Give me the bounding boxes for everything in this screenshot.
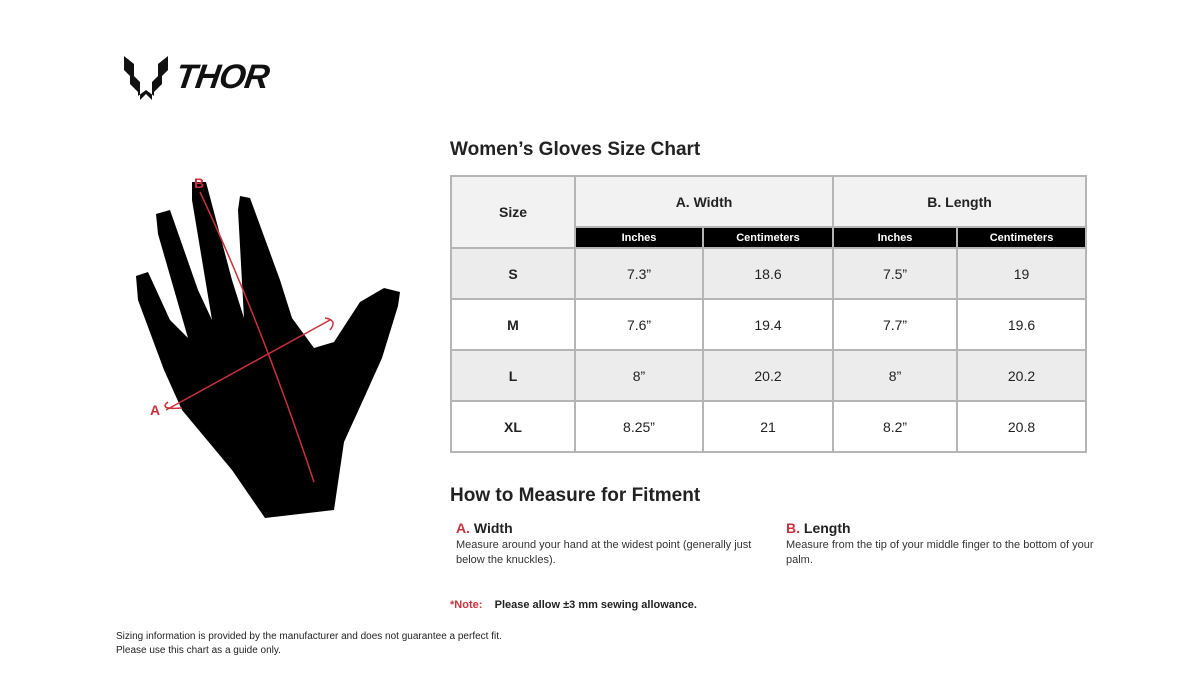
value-cell: 8.25” (574, 400, 704, 453)
width-header: A. Width (573, 175, 835, 228)
table-row: S 7.3” 18.6 7.5” 19 (450, 247, 1088, 300)
length-instructions: B. Length Measure from the tip of your m… (786, 521, 1096, 568)
value-cell: 8.2” (832, 400, 959, 453)
value-cell: 8” (574, 349, 704, 402)
value-cell: 7.5” (832, 247, 959, 300)
size-cell: S (450, 247, 576, 300)
label-b: B (194, 175, 204, 191)
length-letter: B. (786, 520, 800, 536)
table-row: M 7.6” 19.4 7.7” 19.6 (450, 298, 1088, 351)
note-label: *Note: (450, 599, 483, 611)
disclaimer-line: Sizing information is provided by the ma… (116, 631, 502, 642)
value-cell: 7.7” (832, 298, 959, 351)
value-cell: 19.4 (701, 298, 835, 351)
length-text: Measure from the tip of your middle fing… (786, 539, 1094, 566)
size-header: Size (450, 175, 576, 249)
howto-title: How to Measure for Fitment (450, 485, 701, 506)
width-loop (164, 317, 334, 410)
thor-logo-icon (124, 56, 168, 100)
page-title: Women’s Gloves Size Chart (450, 139, 701, 160)
length-label: Length (803, 520, 851, 536)
unit-header: Inches (574, 226, 704, 249)
width-text: Measure around your hand at the widest p… (456, 539, 752, 566)
unit-header: Inches (832, 226, 959, 249)
brand-name: THOR (173, 58, 272, 96)
label-a: A (150, 402, 160, 418)
value-cell: 20.2 (701, 349, 835, 402)
note: *Note: Please allow ±3 mm sewing allowan… (450, 599, 697, 611)
width-letter: A. (456, 520, 470, 536)
glove-silhouette (136, 182, 400, 518)
size-cell: XL (450, 400, 576, 453)
disclaimer: Sizing information is provided by the ma… (116, 630, 502, 658)
table-row: XL 8.25” 21 8.2” 20.8 (450, 400, 1088, 453)
size-cell: M (450, 298, 576, 351)
size-cell: L (450, 349, 576, 402)
value-cell: 20.8 (956, 400, 1088, 453)
length-line (199, 191, 315, 483)
value-cell: 8” (832, 349, 959, 402)
table-row: L 8” 20.2 8” 20.2 (450, 349, 1088, 402)
size-chart-table: Size A. Width B. Length Inches Centimete… (450, 175, 1088, 453)
value-cell: 7.3” (574, 247, 704, 300)
value-cell: 18.6 (701, 247, 835, 300)
glove-diagram: B A (136, 175, 400, 518)
unit-header: Centimeters (701, 226, 835, 249)
width-label: Width (473, 520, 513, 536)
note-text: Please allow ±3 mm sewing allowance. (494, 599, 697, 611)
value-cell: 19 (956, 247, 1088, 300)
disclaimer-line: Please use this chart as a guide only. (116, 645, 281, 656)
length-header: B. Length (832, 175, 1088, 228)
value-cell: 20.2 (956, 349, 1088, 402)
value-cell: 19.6 (956, 298, 1088, 351)
width-instructions: A. Width Measure around your hand at the… (456, 521, 766, 568)
value-cell: 7.6” (574, 298, 704, 351)
width-line (165, 319, 331, 411)
unit-header: Centimeters (956, 226, 1088, 249)
value-cell: 21 (701, 400, 835, 453)
